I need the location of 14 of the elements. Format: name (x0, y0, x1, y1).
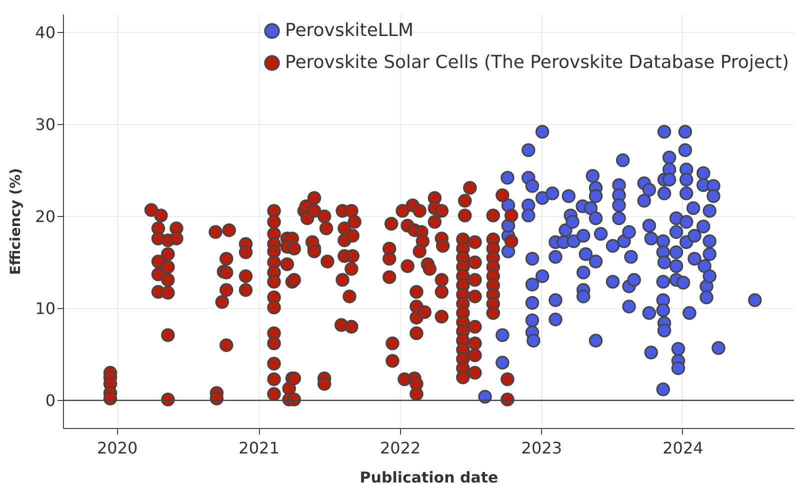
y-tick-label: 40 (35, 22, 56, 42)
y-tick-label: 0 (45, 390, 56, 410)
y-tick-label: 30 (35, 114, 56, 134)
x-tick-label: 2020 (96, 438, 138, 458)
x-axis-title: Publication date (360, 468, 498, 486)
legend-label: PerovskiteLLM (285, 20, 414, 41)
y-axis-title: Efficiency (%) (8, 168, 24, 275)
y-tick-label: 20 (35, 206, 56, 226)
legend-label: Perovskite Solar Cells (The Perovskite Database Project) (285, 52, 789, 73)
y-tick-label: 10 (35, 298, 56, 318)
x-tick-label: 2023 (521, 438, 562, 458)
x-tick-label: 2024 (662, 438, 704, 458)
x-tick-label: 2022 (380, 438, 421, 458)
x-tick-label: 2021 (238, 438, 280, 458)
